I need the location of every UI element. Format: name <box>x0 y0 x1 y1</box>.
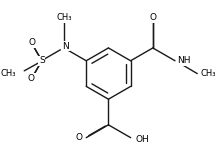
Text: CH₃: CH₃ <box>56 13 72 22</box>
Text: NH: NH <box>177 56 190 65</box>
Text: OH: OH <box>135 135 149 144</box>
Text: N: N <box>62 42 69 51</box>
Text: O: O <box>76 133 82 142</box>
Text: S: S <box>39 56 45 65</box>
Text: O: O <box>29 38 36 47</box>
Text: O: O <box>149 13 156 22</box>
Text: CH₃: CH₃ <box>201 69 216 78</box>
Text: O: O <box>28 74 35 83</box>
Text: CH₃: CH₃ <box>0 69 16 78</box>
